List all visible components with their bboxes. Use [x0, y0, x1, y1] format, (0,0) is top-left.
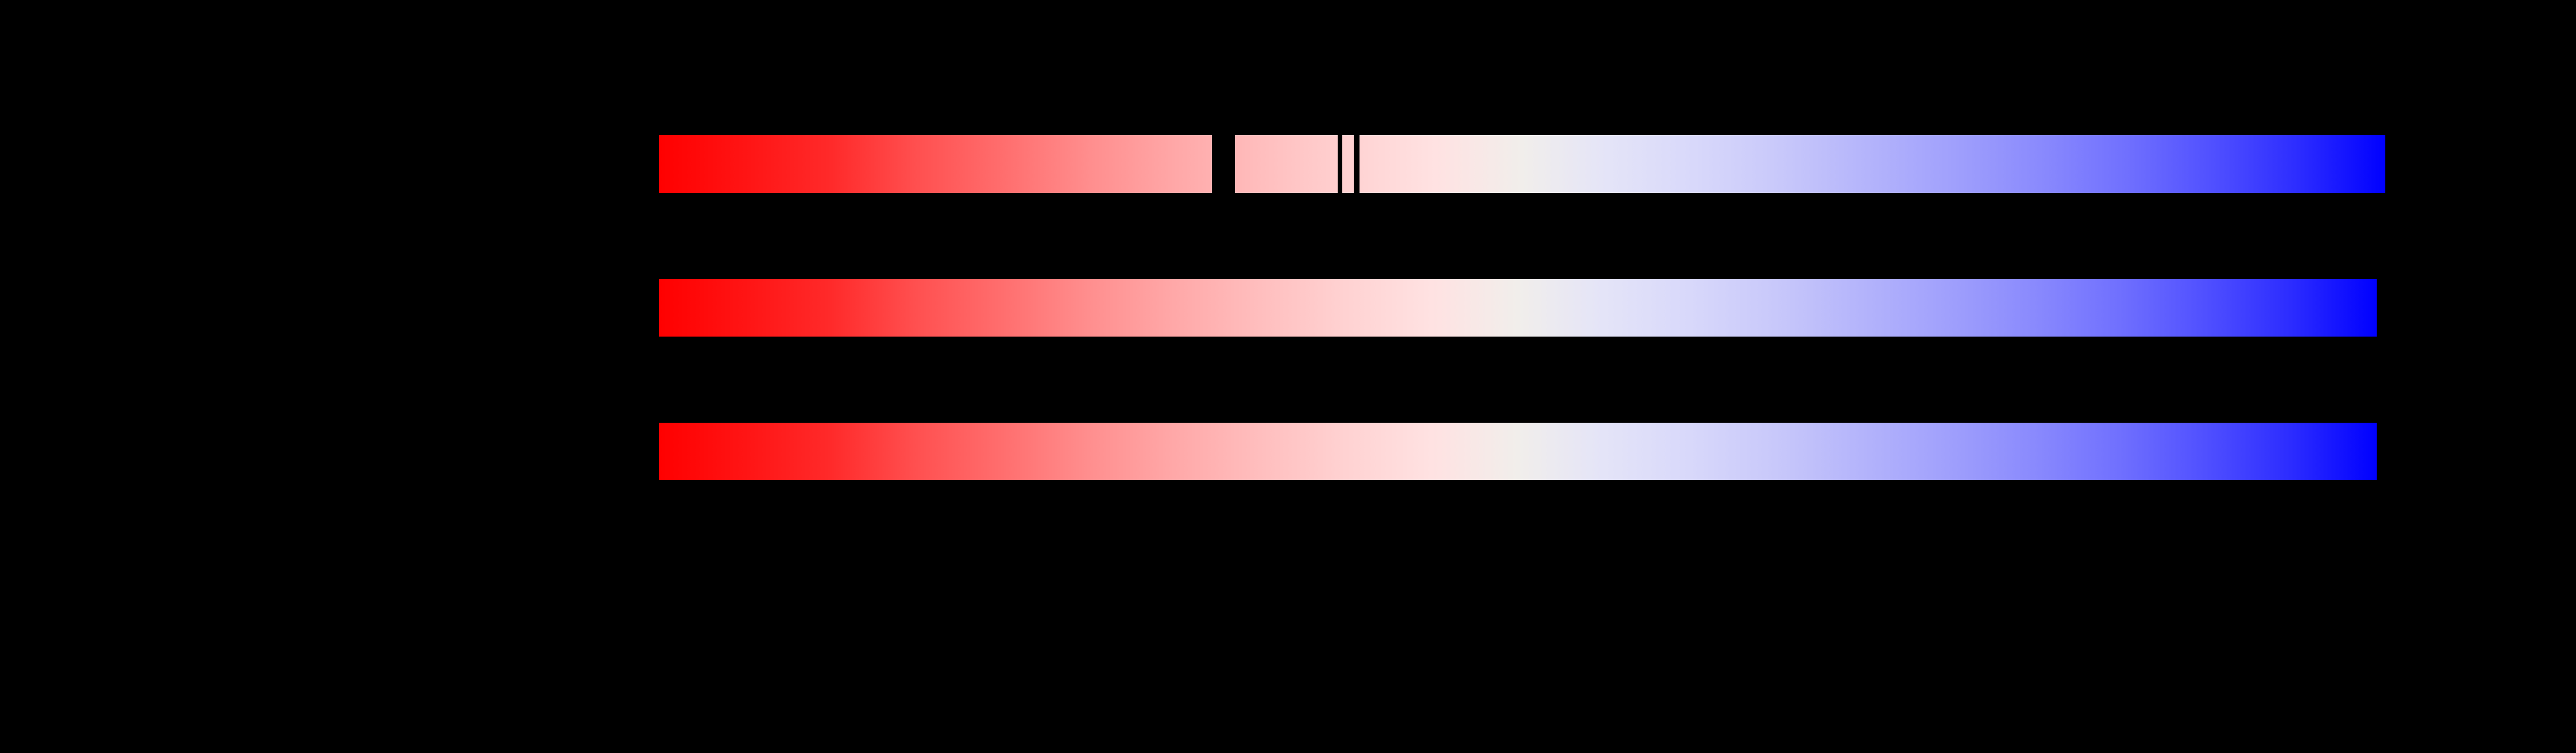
color-ramp-bar-2 — [659, 279, 2377, 337]
color-ramp-bar-1 — [659, 135, 2385, 193]
gap-mark — [1354, 135, 1360, 193]
gap-mark — [1338, 135, 1342, 193]
color-ramp-bar-3 — [659, 423, 2377, 480]
gap-mark — [1212, 135, 1235, 193]
